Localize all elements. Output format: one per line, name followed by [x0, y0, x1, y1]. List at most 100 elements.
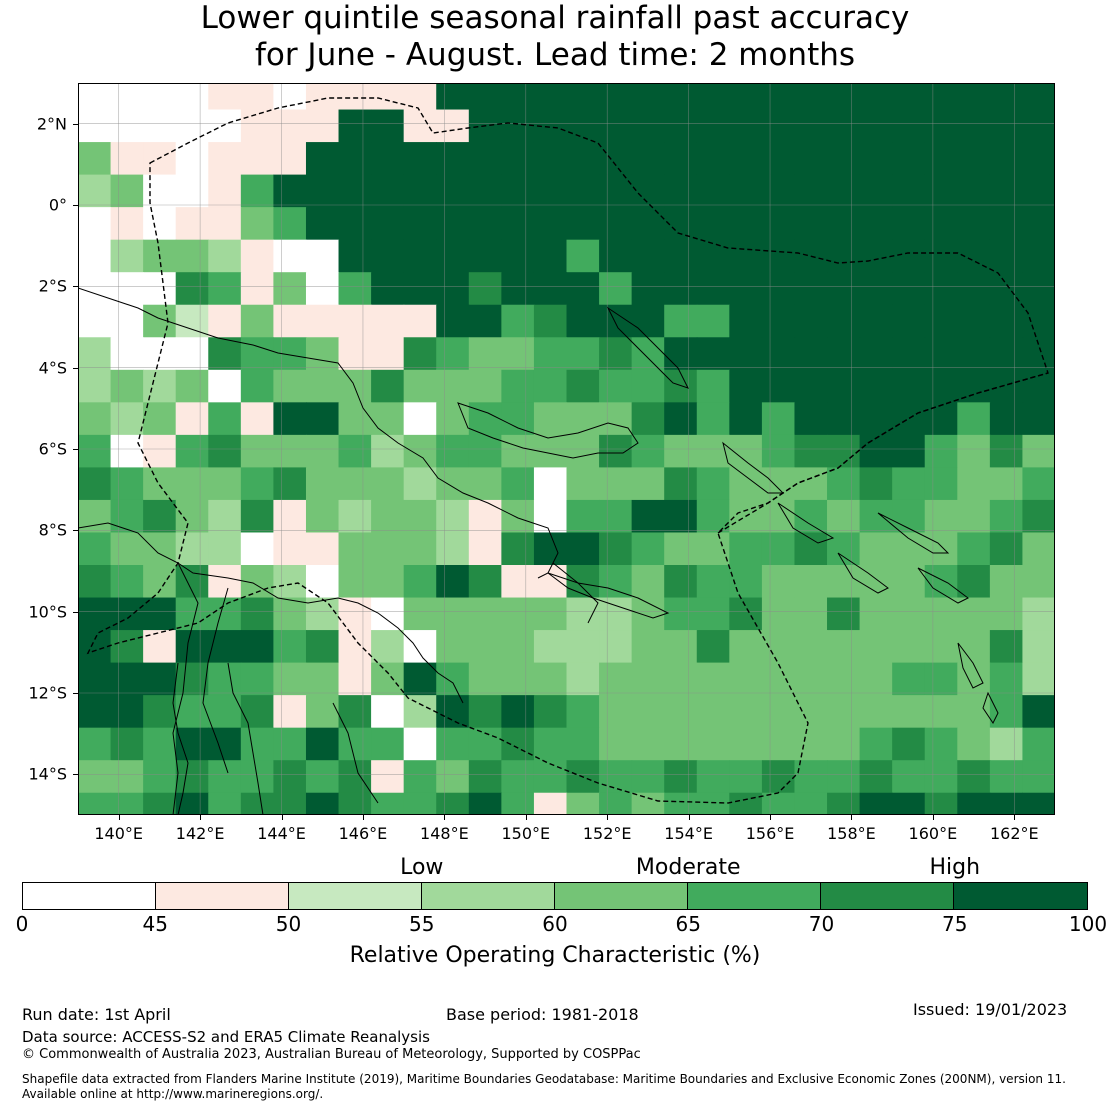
copyright: © Commonwealth of Australia 2023, Austra… [22, 1047, 641, 1062]
roc-cell [143, 109, 177, 143]
roc-cell [338, 467, 372, 501]
roc-cell [371, 142, 405, 176]
roc-cell [143, 532, 177, 566]
roc-cell [143, 760, 177, 794]
roc-cell [859, 304, 893, 338]
roc-cell [566, 695, 600, 729]
roc-cell [664, 662, 698, 696]
latitude-tick-label: 14°S [28, 764, 67, 784]
roc-cell [957, 792, 991, 815]
roc-cell [696, 630, 730, 664]
roc-cell [957, 760, 991, 794]
roc-cell [957, 174, 991, 208]
roc-cell [599, 467, 633, 501]
roc-cell [273, 597, 307, 631]
roc-cell [175, 83, 209, 111]
roc-cell [533, 239, 568, 273]
roc-cell [468, 792, 502, 815]
roc-cell [566, 337, 600, 371]
roc-cell [696, 109, 730, 143]
roc-cell [599, 727, 633, 761]
latitude-tick-mark [73, 123, 78, 125]
roc-cell [175, 272, 209, 306]
roc-cell [729, 662, 763, 696]
longitude-tick-label: 140°E [94, 824, 144, 843]
roc-cell [631, 499, 665, 534]
roc-cell [729, 142, 763, 176]
roc-cell [468, 695, 502, 729]
latitude-tick-mark [73, 205, 78, 206]
roc-cell [110, 402, 144, 436]
roc-cell [924, 272, 958, 306]
roc-cell [338, 695, 372, 729]
roc-cell [892, 239, 926, 273]
roc-cell [240, 434, 274, 468]
roc-cell [501, 239, 535, 273]
roc-cell [208, 207, 242, 241]
issued-date: Issued: 19/01/2023 [913, 1000, 1068, 1019]
roc-cell [566, 662, 600, 696]
roc-cell [436, 467, 470, 501]
roc-cell [305, 434, 340, 468]
roc-cell [957, 499, 991, 534]
roc-cell [892, 597, 926, 631]
roc-cell [143, 272, 177, 306]
roc-cell [533, 792, 568, 815]
roc-cell [761, 727, 796, 761]
roc-cell [338, 760, 372, 794]
roc-cell [305, 239, 340, 273]
roc-cell [143, 565, 177, 599]
roc-cell [924, 174, 958, 208]
roc-cell [240, 597, 274, 631]
roc-cell [794, 434, 828, 468]
roc-cell [794, 597, 828, 631]
roc-cell [599, 792, 633, 815]
roc-cell [208, 142, 242, 176]
longitude-tick-label: 150°E [501, 824, 551, 843]
roc-cell [827, 239, 861, 273]
roc-cell [208, 109, 242, 143]
roc-cell [859, 499, 893, 534]
roc-cell [989, 207, 1024, 241]
roc-cell [305, 83, 340, 111]
roc-cell [1022, 337, 1055, 371]
roc-cell [989, 727, 1024, 761]
roc-cell [859, 369, 893, 403]
roc-cell [436, 174, 470, 208]
roc-cell [305, 467, 340, 501]
roc-cell [436, 727, 470, 761]
longitude-tick-mark [932, 815, 934, 820]
roc-cell [110, 792, 144, 815]
roc-cell [664, 467, 698, 501]
roc-cell [501, 142, 535, 176]
latitude-tick-label: 12°S [28, 683, 67, 703]
roc-cell [664, 402, 698, 436]
roc-cell [859, 142, 893, 176]
roc-cell [664, 304, 698, 338]
roc-cell [175, 630, 209, 664]
roc-cell [631, 662, 665, 696]
roc-cell [729, 597, 763, 631]
roc-cell [892, 369, 926, 403]
roc-cell [989, 109, 1024, 143]
roc-cell [729, 630, 763, 664]
roc-cell [924, 402, 958, 436]
roc-cell [468, 272, 502, 306]
roc-cell [1022, 83, 1055, 111]
roc-cell [794, 369, 828, 403]
longitude-tick-label: 146°E [338, 824, 388, 843]
roc-cell [78, 662, 112, 696]
roc-cell [989, 337, 1024, 371]
roc-cell [468, 597, 502, 631]
roc-cell [1022, 109, 1055, 143]
roc-cell [664, 434, 698, 468]
roc-cell [989, 695, 1024, 729]
png-eez-boundary [86, 97, 1049, 804]
roc-cell [208, 597, 242, 631]
roc-cell [305, 499, 340, 534]
roc-cell [338, 662, 372, 696]
roc-cell [859, 272, 893, 306]
roc-cell [143, 402, 177, 436]
roc-cell [110, 760, 144, 794]
roc-cell [501, 369, 535, 403]
